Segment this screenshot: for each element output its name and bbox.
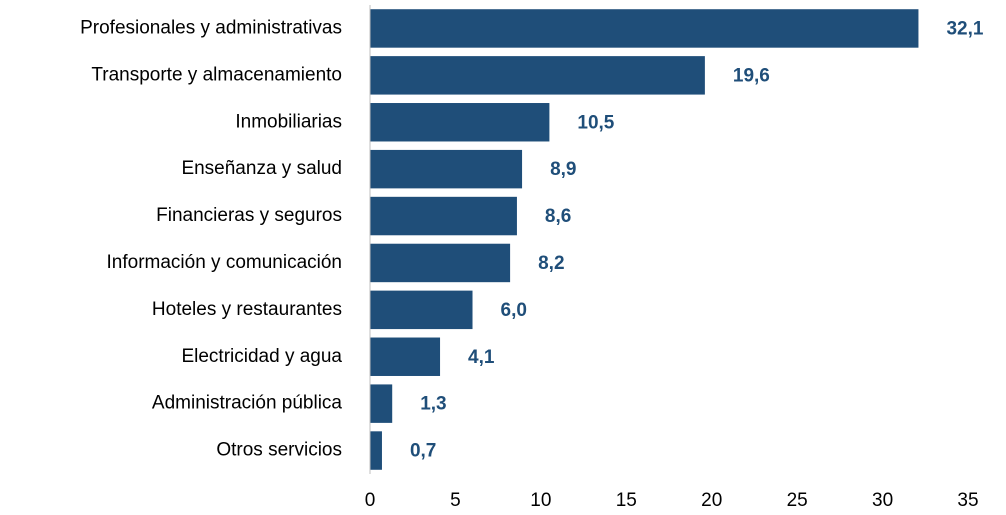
y-tick-label: Transporte y almacenamiento bbox=[91, 64, 342, 85]
x-tick-label: 35 bbox=[957, 490, 978, 511]
x-tick-label: 5 bbox=[450, 490, 461, 511]
value-label: 0,7 bbox=[410, 441, 436, 462]
y-tick-label: Hoteles y restaurantes bbox=[152, 299, 342, 320]
x-tick-label: 30 bbox=[872, 490, 893, 511]
value-label: 8,9 bbox=[550, 159, 576, 180]
value-label: 10,5 bbox=[577, 112, 614, 133]
bar bbox=[370, 384, 393, 423]
x-tick-label: 0 bbox=[365, 490, 376, 511]
y-tick-label: Profesionales y administrativas bbox=[80, 17, 342, 38]
x-tick-label: 15 bbox=[616, 490, 637, 511]
bar bbox=[370, 149, 523, 189]
bar bbox=[370, 196, 517, 236]
value-label: 19,6 bbox=[733, 65, 770, 86]
value-label: 4,1 bbox=[468, 347, 495, 368]
bar bbox=[370, 290, 473, 330]
bar bbox=[370, 56, 705, 95]
value-label: 32,1 bbox=[946, 18, 983, 39]
x-tick-label: 10 bbox=[530, 490, 551, 511]
y-tick-label: Inmobiliarias bbox=[235, 111, 342, 132]
x-tick-label: 20 bbox=[701, 490, 722, 511]
bar bbox=[370, 431, 382, 470]
y-tick-label: Enseñanza y salud bbox=[181, 158, 342, 179]
bar bbox=[370, 9, 919, 48]
value-label: 8,2 bbox=[538, 253, 564, 274]
value-label: 1,3 bbox=[420, 394, 446, 415]
bar bbox=[370, 243, 511, 283]
x-tick-label: 25 bbox=[787, 490, 808, 511]
y-tick-label: Información y comunicación bbox=[107, 252, 343, 273]
bar bbox=[370, 337, 441, 376]
y-tick-label: Financieras y seguros bbox=[156, 205, 342, 226]
bar bbox=[370, 103, 550, 142]
y-tick-label: Otros servicios bbox=[216, 440, 342, 461]
value-label: 6,0 bbox=[501, 300, 527, 321]
value-label: 8,6 bbox=[545, 206, 571, 227]
y-tick-label: Administración pública bbox=[152, 393, 343, 414]
y-tick-label: Electricidad y agua bbox=[181, 346, 342, 367]
